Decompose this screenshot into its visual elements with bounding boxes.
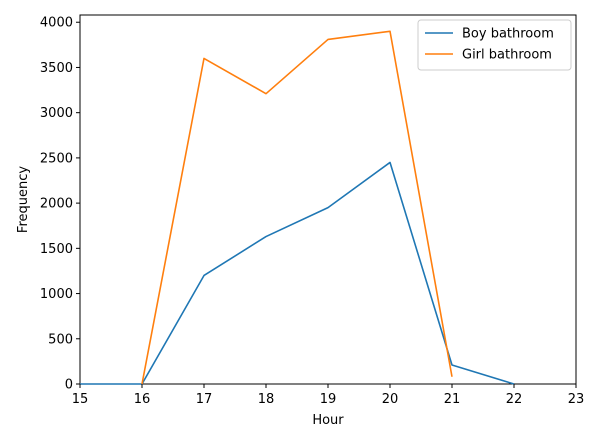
- y-tick-label: 1500: [40, 242, 73, 257]
- x-axis: 15 16 17 18 19 20 21 22 23: [72, 384, 585, 407]
- y-tick-label: 4000: [40, 16, 73, 31]
- series-line-1: [80, 161, 515, 385]
- legend: Boy bathroom Girl bathroom: [417, 19, 572, 71]
- x-tick-label: 22: [506, 392, 523, 407]
- y-tick-label: 3000: [40, 106, 73, 121]
- x-tick-label: 20: [382, 392, 399, 407]
- x-tick-label: 18: [258, 392, 275, 407]
- y-tick-label: 2500: [40, 151, 73, 166]
- y-tick-label: 2000: [40, 197, 73, 212]
- x-tick-label: 15: [72, 392, 89, 407]
- x-tick-label: 21: [444, 392, 461, 407]
- y-tick-label: 3500: [40, 61, 73, 76]
- legend-label-1: Boy bathroom: [462, 27, 554, 42]
- y-axis-label: Frequency: [16, 166, 31, 233]
- x-tick-label: 16: [134, 392, 151, 407]
- y-tick-label: 500: [48, 332, 73, 347]
- series-line-2: [141, 30, 453, 385]
- x-tick-label: 19: [320, 392, 337, 407]
- x-tick-label: 17: [196, 392, 213, 407]
- plot-area: [79, 14, 577, 385]
- plot-frame: [79, 14, 577, 385]
- y-tick-label: 0: [65, 378, 73, 393]
- x-axis-label: Hour: [312, 413, 344, 428]
- x-tick-label: 23: [568, 392, 585, 407]
- y-axis: 0 500 1000 1500 2000 2500 3000 3500 4000: [40, 16, 80, 393]
- legend-box: [417, 19, 572, 71]
- legend-label-2: Girl bathroom: [462, 48, 552, 63]
- y-tick-label: 1000: [40, 287, 73, 302]
- series-layer: [80, 30, 515, 385]
